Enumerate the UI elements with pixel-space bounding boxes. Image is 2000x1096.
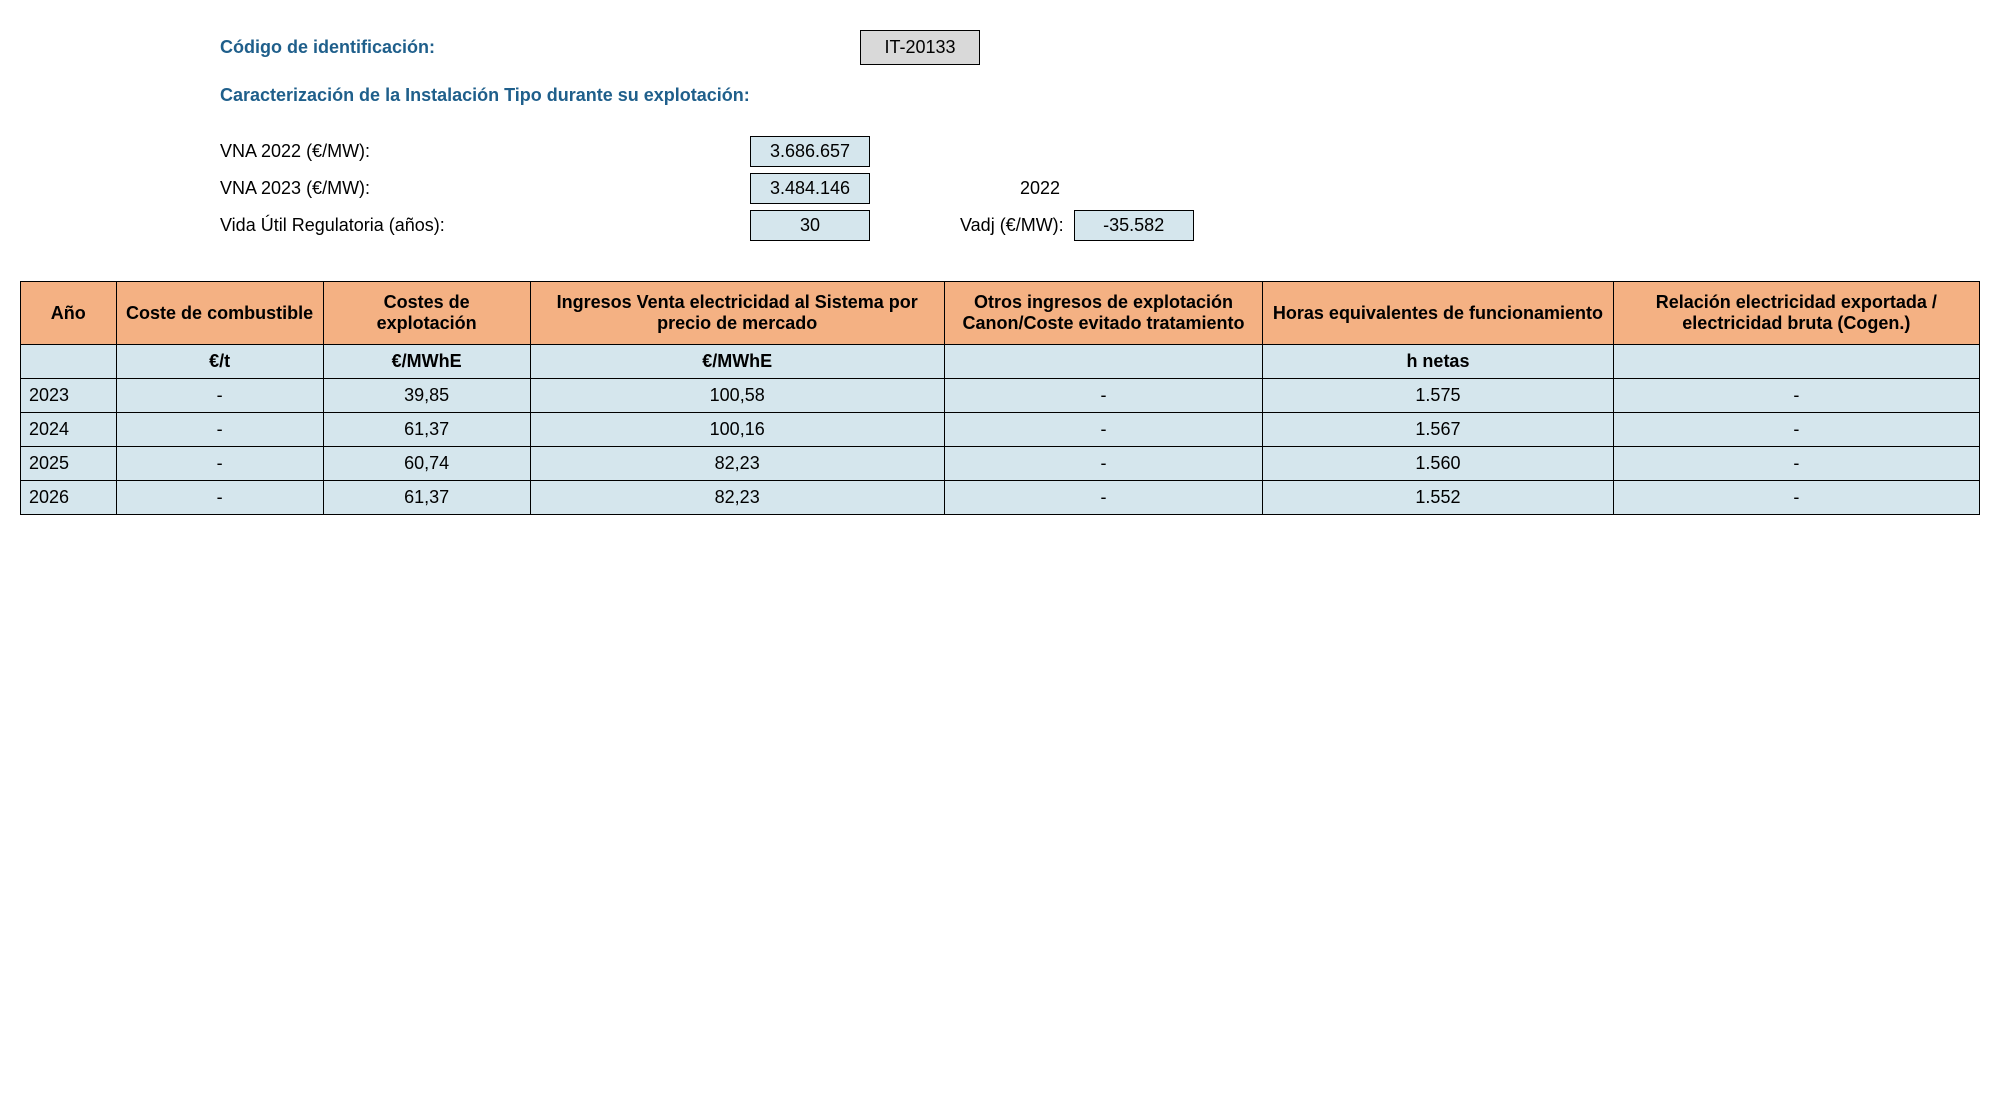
- header-ratio: Relación electricidad exportada / electr…: [1613, 282, 1979, 345]
- table-row: 2023-39,85100,58-1.575-: [21, 379, 1980, 413]
- vida-util-value: 30: [750, 210, 870, 241]
- cell-ratio: -: [1613, 413, 1979, 447]
- unit-row: €/t €/MWhE €/MWhE h netas: [21, 345, 1980, 379]
- table-row: 2026-61,3782,23-1.552-: [21, 481, 1980, 515]
- cell-ratio: -: [1613, 447, 1979, 481]
- code-label: Código de identificación:: [220, 37, 860, 58]
- cell-hours: 1.552: [1263, 481, 1613, 515]
- cell-other-income: -: [944, 447, 1263, 481]
- cell-fuel-cost: -: [116, 481, 323, 515]
- cell-income: 100,58: [530, 379, 944, 413]
- cell-ratio: -: [1613, 379, 1979, 413]
- header-year: Año: [21, 282, 117, 345]
- table-row: 2024-61,37100,16-1.567-: [21, 413, 1980, 447]
- vna-2022-value: 3.686.657: [750, 136, 870, 167]
- cell-year: 2025: [21, 447, 117, 481]
- cell-fuel-cost: -: [116, 379, 323, 413]
- unit-fuel-cost: €/t: [116, 345, 323, 379]
- vida-util-row: Vida Útil Regulatoria (años): 30 Vadj (€…: [220, 210, 1980, 241]
- cell-fuel-cost: -: [116, 413, 323, 447]
- cell-hours: 1.575: [1263, 379, 1613, 413]
- vna-2023-row: VNA 2023 (€/MW): 3.484.146 2022: [220, 173, 1980, 204]
- year-ref: 2022: [1020, 178, 1060, 199]
- cell-fuel-cost: -: [116, 447, 323, 481]
- cell-year: 2024: [21, 413, 117, 447]
- vna-2022-label: VNA 2022 (€/MW):: [220, 141, 740, 162]
- unit-other-income: [944, 345, 1263, 379]
- header-other-income: Otros ingresos de explotación Canon/Cost…: [944, 282, 1263, 345]
- code-value: IT-20133: [860, 30, 980, 65]
- unit-hours: h netas: [1263, 345, 1613, 379]
- unit-year: [21, 345, 117, 379]
- unit-ratio: [1613, 345, 1979, 379]
- cell-year: 2026: [21, 481, 117, 515]
- vadj-label: Vadj (€/MW):: [960, 215, 1064, 236]
- header-income: Ingresos Venta electricidad al Sistema p…: [530, 282, 944, 345]
- cell-year: 2023: [21, 379, 117, 413]
- unit-exploit-cost: €/MWhE: [323, 345, 530, 379]
- cell-other-income: -: [944, 481, 1263, 515]
- cell-exploit-cost: 61,37: [323, 481, 530, 515]
- cell-exploit-cost: 39,85: [323, 379, 530, 413]
- cell-exploit-cost: 60,74: [323, 447, 530, 481]
- code-row: Código de identificación: IT-20133: [220, 30, 1980, 65]
- table-row: 2025-60,7482,23-1.560-: [21, 447, 1980, 481]
- vna-2023-value: 3.484.146: [750, 173, 870, 204]
- vida-util-label: Vida Útil Regulatoria (años):: [220, 215, 740, 236]
- cell-other-income: -: [944, 379, 1263, 413]
- cell-hours: 1.560: [1263, 447, 1613, 481]
- data-table: Año Coste de combustible Costes de explo…: [20, 281, 1980, 515]
- vadj-section: Vadj (€/MW): -35.582: [960, 210, 1194, 241]
- vna-2023-label: VNA 2023 (€/MW):: [220, 178, 740, 199]
- cell-income: 100,16: [530, 413, 944, 447]
- cell-ratio: -: [1613, 481, 1979, 515]
- unit-income: €/MWhE: [530, 345, 944, 379]
- cell-income: 82,23: [530, 447, 944, 481]
- header-hours: Horas equivalentes de funcionamiento: [1263, 282, 1613, 345]
- vadj-value: -35.582: [1074, 210, 1194, 241]
- cell-hours: 1.567: [1263, 413, 1613, 447]
- table-header-row: Año Coste de combustible Costes de explo…: [21, 282, 1980, 345]
- cell-exploit-cost: 61,37: [323, 413, 530, 447]
- header-exploit-cost: Costes de explotación: [323, 282, 530, 345]
- table-body: €/t €/MWhE €/MWhE h netas 2023-39,85100,…: [21, 345, 1980, 515]
- header-section: Código de identificación: IT-20133 Carac…: [220, 30, 1980, 241]
- header-fuel-cost: Coste de combustible: [116, 282, 323, 345]
- vna-2022-row: VNA 2022 (€/MW): 3.686.657: [220, 136, 1980, 167]
- cell-other-income: -: [944, 413, 1263, 447]
- cell-income: 82,23: [530, 481, 944, 515]
- section-title: Caracterización de la Instalación Tipo d…: [220, 85, 1980, 106]
